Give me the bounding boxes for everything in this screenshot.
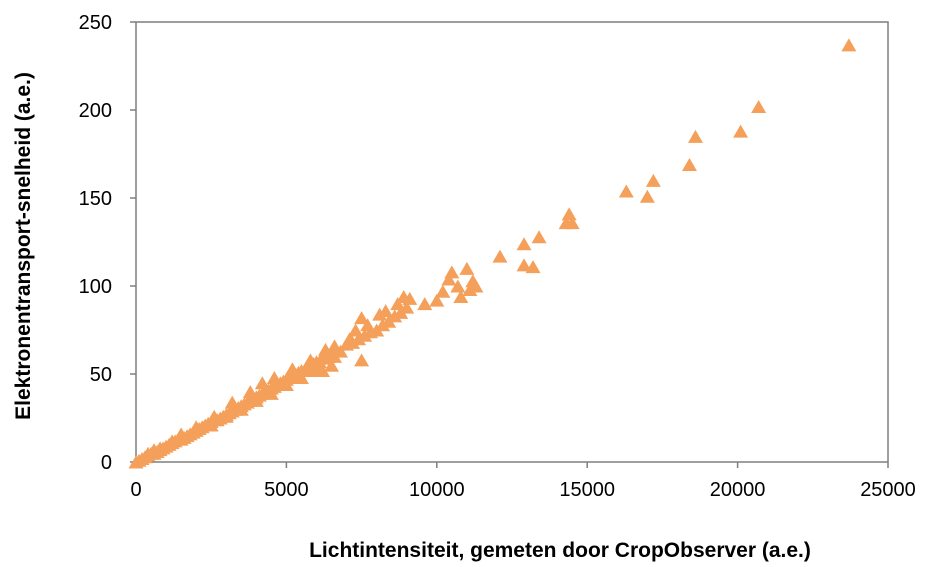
y-tick-label: 200 [79, 100, 112, 122]
y-axis-title: Elektronentransport-snelheid (a.e.) [12, 72, 35, 420]
x-axis-ticks: 0 5000 10000 15000 20000 25000 [130, 462, 916, 501]
x-tick-label: 15000 [559, 479, 615, 501]
data-point-triangle [263, 386, 279, 400]
data-point-triangle [203, 418, 219, 432]
x-tick-label: 25000 [860, 479, 916, 501]
data-point-triangle [618, 184, 634, 198]
data-point-triangle [390, 297, 406, 311]
data-point-triangle [402, 291, 418, 305]
data-point-triangle [354, 353, 370, 367]
data-point-triangle [516, 258, 532, 272]
x-tick-label: 5000 [264, 479, 309, 501]
data-point-triangle [327, 349, 343, 363]
data-point-triangle [248, 393, 264, 407]
data-point-triangle [378, 304, 394, 318]
data-point-triangle [146, 443, 162, 457]
data-point-triangle [284, 362, 300, 376]
data-point-triangle [681, 158, 697, 172]
data-point-triangle [372, 307, 388, 321]
y-tick-label: 100 [79, 276, 112, 298]
data-point-triangle [218, 409, 234, 423]
data-point-triangle [327, 339, 343, 353]
data-point-triangle [492, 249, 508, 263]
data-point-triangle [293, 371, 309, 385]
data-point-triangle [278, 378, 294, 392]
data-point-triangle [254, 376, 270, 390]
data-point-triangle [417, 297, 433, 311]
data-point-triangle [354, 311, 370, 325]
data-point-triangle [687, 129, 703, 143]
x-axis-title: Lichtintensiteit, gemeten door CropObser… [309, 539, 811, 562]
data-point-triangle [841, 38, 857, 52]
data-point-triangle [206, 409, 222, 423]
y-axis-ticks: 0 50 100 150 200 250 [79, 12, 136, 474]
x-tick-label: 20000 [710, 479, 766, 501]
data-point-triangle [435, 284, 451, 298]
data-point-triangle [173, 427, 189, 441]
data-point-triangle [444, 265, 460, 279]
data-point-triangle [531, 230, 547, 244]
data-point-triangle [751, 99, 767, 113]
data-point-triangle [525, 260, 541, 274]
data-point-triangle [399, 300, 415, 314]
x-tick-label: 0 [130, 479, 141, 501]
data-point-triangle [468, 279, 484, 293]
data-point-triangle [441, 272, 457, 286]
data-point-triangle [314, 363, 330, 377]
data-point-triangle [733, 124, 749, 138]
data-point-triangle [224, 395, 240, 409]
y-tick-label: 250 [79, 12, 112, 34]
data-point-triangle [357, 328, 373, 342]
data-point-triangle [645, 173, 661, 187]
data-point-triangle [564, 216, 580, 230]
data-point-triangle [459, 261, 475, 275]
data-point-triangle [266, 371, 282, 385]
data-point-triangle [188, 420, 204, 434]
data-point-triangle [302, 353, 318, 367]
data-point-triangle [348, 323, 364, 337]
data-point-triangle [561, 207, 577, 221]
data-point-triangle [318, 342, 334, 356]
data-point-triangle [375, 318, 391, 332]
data-point-triangle [450, 279, 466, 293]
y-tick-label: 50 [90, 364, 112, 386]
data-point-triangle [242, 385, 258, 399]
data-point-triangle [164, 434, 180, 448]
data-point-triangle [429, 293, 445, 307]
data-point-triangle [639, 189, 655, 203]
data-points [128, 38, 857, 469]
y-tick-label: 0 [101, 452, 112, 474]
plot-area [135, 21, 889, 463]
data-point-triangle [462, 283, 478, 297]
data-point-triangle [140, 446, 156, 460]
data-point-triangle [233, 402, 249, 416]
y-tick-label: 150 [79, 188, 112, 210]
data-point-triangle [360, 318, 376, 332]
x-tick-label: 10000 [409, 479, 465, 501]
data-point-triangle [387, 309, 403, 323]
data-point-triangle [453, 290, 469, 304]
data-point-triangle [516, 237, 532, 251]
data-point-triangle [324, 358, 340, 372]
data-point-triangle [342, 332, 358, 346]
